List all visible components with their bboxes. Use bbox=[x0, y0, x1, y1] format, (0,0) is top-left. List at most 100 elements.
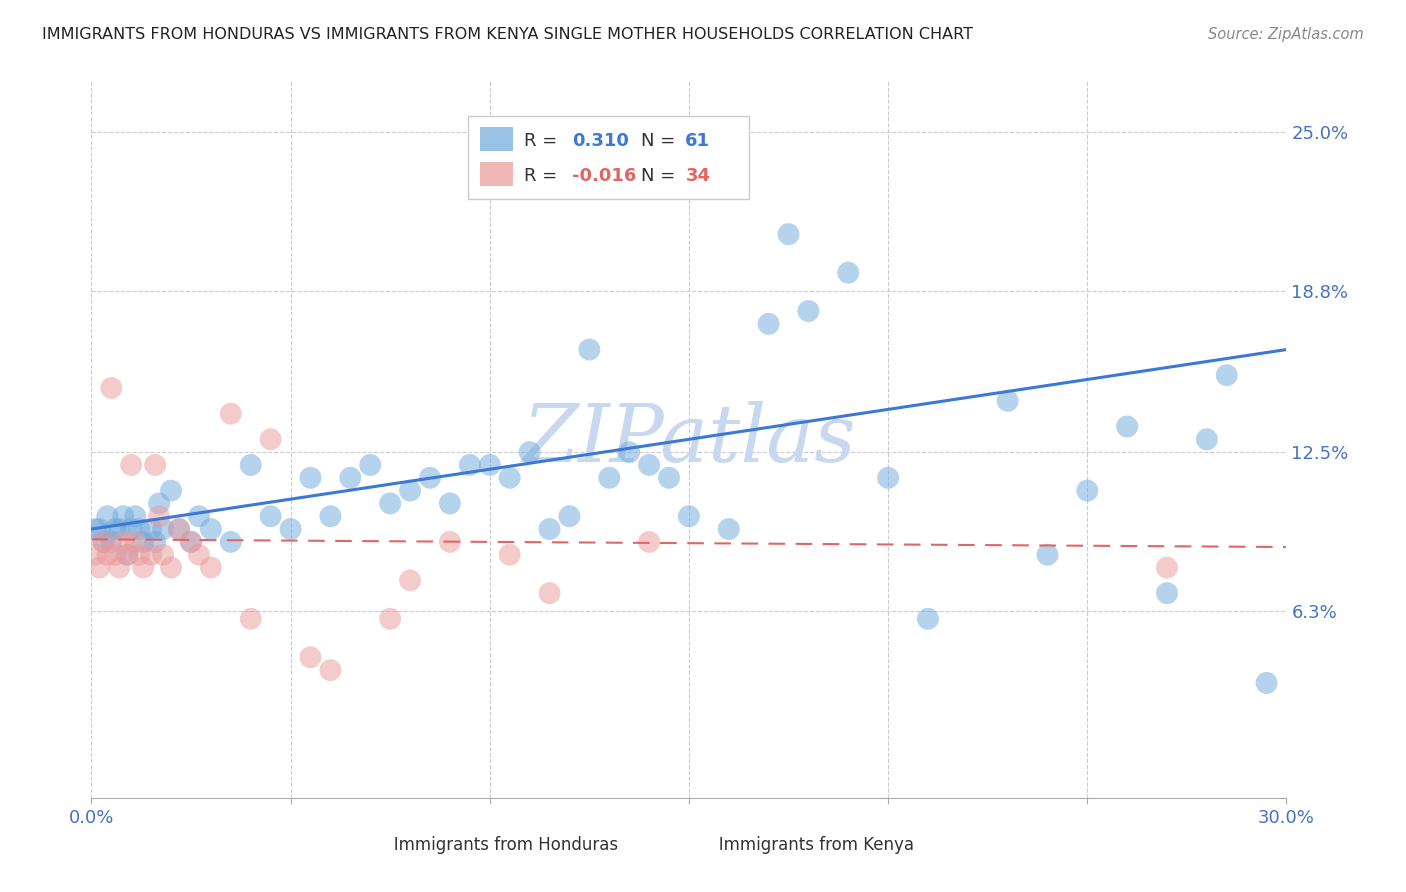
Point bbox=[152, 548, 174, 562]
Point bbox=[148, 509, 170, 524]
Point bbox=[1036, 548, 1059, 562]
Point bbox=[132, 535, 155, 549]
FancyBboxPatch shape bbox=[384, 832, 420, 858]
Point bbox=[167, 522, 190, 536]
Text: Source: ZipAtlas.com: Source: ZipAtlas.com bbox=[1208, 27, 1364, 42]
Point bbox=[115, 548, 138, 562]
Point bbox=[538, 586, 561, 600]
Point bbox=[419, 471, 441, 485]
Point bbox=[167, 522, 190, 536]
Point bbox=[458, 458, 481, 472]
Point bbox=[104, 522, 127, 536]
Text: R =: R = bbox=[524, 167, 562, 185]
Point bbox=[1195, 433, 1218, 447]
Point bbox=[259, 509, 281, 524]
Point bbox=[359, 458, 381, 472]
Point bbox=[160, 560, 183, 574]
Point bbox=[758, 317, 780, 331]
Point bbox=[124, 535, 146, 549]
Point bbox=[538, 522, 561, 536]
Text: ZIPatlas: ZIPatlas bbox=[522, 401, 856, 478]
Point bbox=[100, 381, 122, 395]
Text: N =: N = bbox=[641, 132, 681, 150]
Point bbox=[658, 471, 681, 485]
Point bbox=[239, 458, 262, 472]
Point bbox=[152, 522, 174, 536]
FancyBboxPatch shape bbox=[479, 162, 513, 186]
Point bbox=[93, 535, 115, 549]
Point bbox=[280, 522, 302, 536]
Point bbox=[188, 509, 211, 524]
Point bbox=[89, 522, 111, 536]
Point bbox=[104, 548, 127, 562]
Point bbox=[143, 458, 166, 472]
Point bbox=[598, 471, 620, 485]
Point bbox=[678, 509, 700, 524]
Point bbox=[128, 522, 150, 536]
Point bbox=[180, 535, 202, 549]
Point bbox=[141, 522, 162, 536]
Point bbox=[519, 445, 541, 459]
Point bbox=[259, 433, 281, 447]
Point bbox=[378, 612, 402, 626]
Point bbox=[378, 496, 402, 510]
Point bbox=[160, 483, 183, 498]
Point bbox=[1256, 676, 1278, 690]
Point bbox=[1215, 368, 1237, 383]
Point bbox=[239, 612, 262, 626]
Point bbox=[200, 560, 222, 574]
Point bbox=[141, 548, 162, 562]
Point bbox=[200, 522, 222, 536]
Point bbox=[558, 509, 581, 524]
Point bbox=[638, 535, 661, 549]
Point bbox=[997, 393, 1019, 408]
Point bbox=[219, 535, 242, 549]
Point bbox=[399, 483, 422, 498]
Point bbox=[112, 509, 135, 524]
Text: IMMIGRANTS FROM HONDURAS VS IMMIGRANTS FROM KENYA SINGLE MOTHER HOUSEHOLDS CORRE: IMMIGRANTS FROM HONDURAS VS IMMIGRANTS F… bbox=[42, 27, 973, 42]
Point bbox=[299, 650, 322, 665]
Text: 61: 61 bbox=[685, 132, 710, 150]
Point bbox=[638, 458, 661, 472]
Text: -0.016: -0.016 bbox=[572, 167, 636, 185]
Point bbox=[299, 471, 322, 485]
Point bbox=[84, 548, 107, 562]
Text: 34: 34 bbox=[685, 167, 710, 185]
Point bbox=[439, 535, 461, 549]
Point bbox=[498, 548, 520, 562]
Point bbox=[837, 266, 859, 280]
Point bbox=[124, 509, 146, 524]
Point bbox=[339, 471, 361, 485]
Point bbox=[120, 458, 142, 472]
Point bbox=[578, 343, 600, 357]
Point bbox=[1076, 483, 1098, 498]
Point bbox=[877, 471, 900, 485]
Point bbox=[132, 560, 155, 574]
Point bbox=[180, 535, 202, 549]
Point bbox=[89, 560, 111, 574]
Point bbox=[115, 548, 138, 562]
Point bbox=[778, 227, 800, 242]
FancyBboxPatch shape bbox=[468, 116, 748, 199]
Point bbox=[219, 407, 242, 421]
Text: 0.310: 0.310 bbox=[572, 132, 628, 150]
Point bbox=[120, 522, 142, 536]
Point bbox=[619, 445, 641, 459]
Text: Immigrants from Kenya: Immigrants from Kenya bbox=[703, 836, 914, 854]
Point bbox=[319, 509, 342, 524]
Point bbox=[108, 560, 131, 574]
Point bbox=[478, 458, 501, 472]
Point bbox=[112, 535, 135, 549]
Point bbox=[439, 496, 461, 510]
Text: N =: N = bbox=[641, 167, 681, 185]
Point bbox=[319, 663, 342, 677]
Point bbox=[498, 471, 520, 485]
Point bbox=[1116, 419, 1139, 434]
Point bbox=[93, 535, 115, 549]
Point bbox=[717, 522, 740, 536]
Point bbox=[96, 548, 118, 562]
FancyBboxPatch shape bbox=[700, 832, 737, 858]
Point bbox=[917, 612, 939, 626]
Point bbox=[96, 509, 118, 524]
Text: R =: R = bbox=[524, 132, 562, 150]
